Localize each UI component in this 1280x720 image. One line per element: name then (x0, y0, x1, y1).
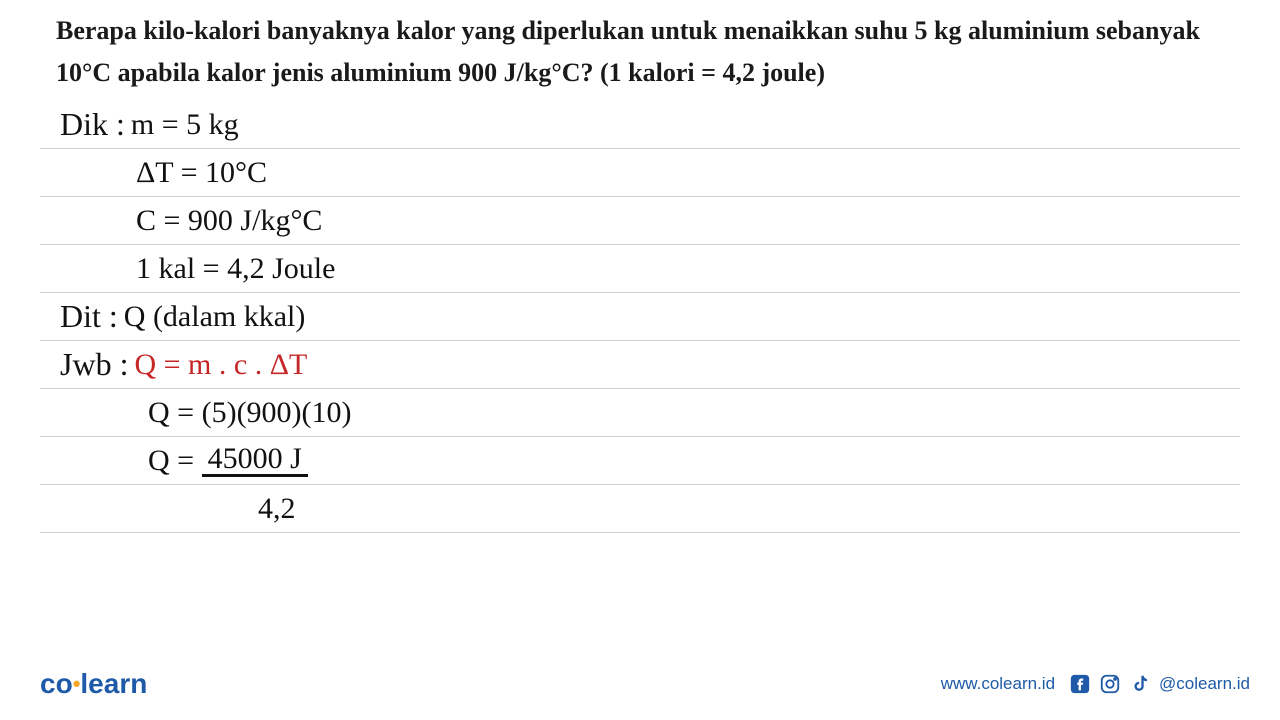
footer-right: www.colearn.id @colearn.id (941, 673, 1250, 695)
question-text: Berapa kilo-kalori banyaknya kalor yang … (40, 10, 1240, 93)
step1: Q = (5)(900)(10) (148, 396, 352, 430)
step2-denominator: 4,2 (258, 492, 296, 526)
dik-label: Dik : (60, 106, 125, 143)
given-c: C = 900 J/kg°C (136, 204, 322, 238)
given-dT: ΔT = 10°C (136, 156, 267, 190)
worksheet: Dik : m = 5 kg ΔT = 10°C C = 900 J/kg°C … (40, 101, 1240, 581)
row-jwb-formula: Jwb : Q = m . c . ΔT (40, 341, 1240, 389)
step2-lhs: Q = (148, 444, 202, 478)
row-kal: 1 kal = 4,2 Joule (40, 245, 1240, 293)
row-dit: Dit : Q (dalam kkal) (40, 293, 1240, 341)
formula-rhs: m . c . ΔT (188, 348, 307, 381)
row-step1: Q = (5)(900)(10) (40, 389, 1240, 437)
row-c: C = 900 J/kg°C (40, 197, 1240, 245)
formula-lhs: Q = (134, 348, 188, 381)
step2-numerator: 45000 J (202, 444, 308, 477)
formula: Q = m . c . ΔT (134, 348, 307, 382)
row-empty (40, 533, 1240, 581)
jwb-label: Jwb : (60, 346, 128, 383)
asked-q: Q (dalam kkal) (124, 300, 306, 334)
dit-label: Dit : (60, 298, 118, 335)
row-step2-num: Q = 45000 J (40, 437, 1240, 485)
brand-logo: co•learn (40, 668, 147, 700)
logo-co: co (40, 668, 73, 699)
row-dT: ΔT = 10°C (40, 149, 1240, 197)
footer-handle: @colearn.id (1159, 674, 1250, 694)
given-kal: 1 kal = 4,2 Joule (136, 252, 335, 286)
logo-dot-icon: • (73, 671, 81, 696)
logo-learn: learn (80, 668, 147, 699)
given-m: m = 5 kg (131, 108, 239, 142)
tiktok-icon (1129, 673, 1151, 695)
row-dik-m: Dik : m = 5 kg (40, 101, 1240, 149)
footer: co•learn www.colearn.id @colearn.id (40, 668, 1250, 700)
given-m-text: m = 5 kg (131, 108, 239, 141)
social-icons: @colearn.id (1069, 673, 1250, 695)
footer-url: www.colearn.id (941, 674, 1055, 694)
instagram-icon (1099, 673, 1121, 695)
facebook-icon (1069, 673, 1091, 695)
row-step2-den: 4,2 (40, 485, 1240, 533)
